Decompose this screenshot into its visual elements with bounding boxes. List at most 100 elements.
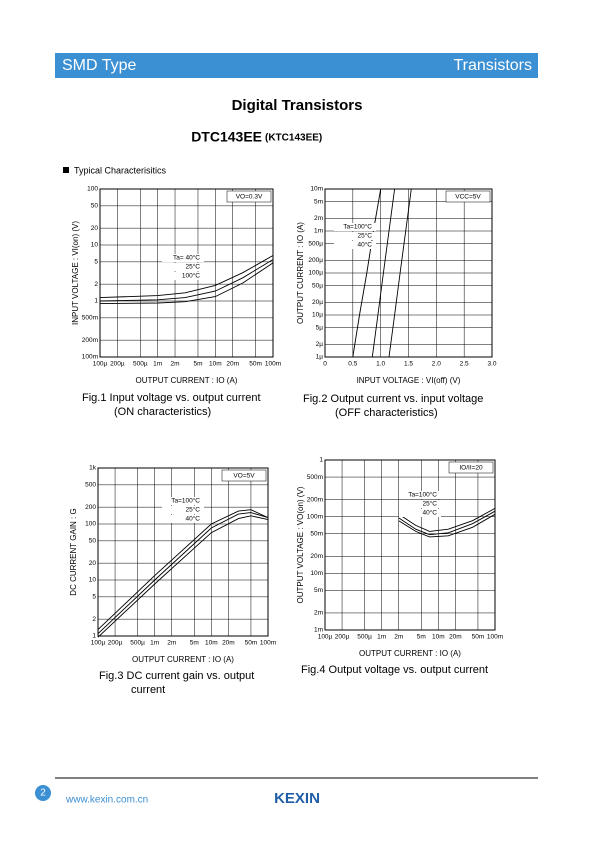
- x-tick-label: 2.5: [460, 361, 469, 368]
- legend-label: Ta=100°C: [343, 223, 372, 231]
- y-tick-label: 1m: [314, 627, 323, 634]
- legend-label: 100°C: [182, 272, 200, 280]
- y-tick-label: 100: [87, 186, 98, 193]
- curve: [388, 188, 412, 358]
- x-tick-label: 20m: [449, 634, 462, 641]
- caption: Fig.3 DC current gain vs. output: [99, 670, 254, 682]
- caption: Fig.1 Input voltage vs. output current: [82, 392, 261, 404]
- y-tick-label: 1µ: [316, 354, 324, 361]
- x-tick-label: 50m: [245, 640, 258, 647]
- y-tick-label: 5m: [314, 587, 323, 594]
- legend-bg: [334, 223, 376, 231]
- x-tick-label: 0.5: [348, 361, 357, 368]
- y-tick-label: 200: [85, 504, 96, 511]
- title: Digital Transistors: [232, 97, 363, 114]
- y-tick-label: 500m: [82, 315, 98, 322]
- y-tick-label: 1: [92, 633, 96, 640]
- x-tick-label: 5m: [417, 634, 426, 641]
- legend-label: 40°C: [357, 241, 372, 249]
- legend-label: 40°C: [185, 515, 200, 523]
- y-tick-label: 100m: [307, 513, 323, 520]
- header-bar: [55, 53, 538, 78]
- x-tick-label: 200µ: [108, 640, 123, 647]
- annotation: IO/II=20: [459, 465, 483, 472]
- x-tick-label: 1m: [153, 361, 162, 368]
- plot-frame: [324, 188, 493, 358]
- legend-bg: [334, 241, 376, 249]
- y-tick-label: 10m: [310, 570, 323, 577]
- x-tick-label: 200µ: [335, 634, 350, 641]
- legend-bg: [399, 509, 441, 517]
- x-tick-label: 200µ: [110, 361, 125, 368]
- y-tick-label: 2m: [314, 610, 323, 617]
- x-tick-label: 100m: [260, 640, 276, 647]
- x-axis-label: OUTPUT CURRENT : IO (A): [132, 655, 234, 664]
- plot-frame: [99, 188, 274, 358]
- section-title: Typical Characterisitics: [74, 165, 167, 175]
- x-tick-label: 0: [323, 361, 327, 368]
- y-axis-label: DC CURRENT GAIN : G: [69, 508, 78, 595]
- y-tick-label: 10m: [310, 186, 323, 193]
- x-tick-label: 10m: [205, 640, 218, 647]
- plot-frame: [324, 459, 496, 631]
- y-tick-label: 200µ: [308, 257, 323, 264]
- caption: (ON characteristics): [114, 406, 211, 418]
- y-tick-label: 500µ: [308, 240, 323, 247]
- caption: current: [131, 684, 165, 696]
- annotation: VO=0.3V: [236, 194, 263, 201]
- y-tick-label: 1m: [314, 228, 323, 235]
- x-tick-label: 5m: [190, 640, 199, 647]
- annotation-box: [445, 190, 491, 203]
- x-tick-label: 1m: [377, 634, 386, 641]
- y-tick-label: 10: [89, 577, 97, 584]
- x-tick-label: 500µ: [357, 634, 372, 641]
- x-tick-label: 20m: [222, 640, 235, 647]
- footer-logo: KEXIN: [274, 790, 320, 807]
- annotation: VO=5V: [233, 473, 255, 480]
- legend-bg: [162, 263, 204, 271]
- x-axis-label: OUTPUT CURRENT : IO (A): [359, 649, 461, 658]
- legend-label: 25°C: [422, 500, 437, 508]
- x-tick-label: 500µ: [130, 640, 145, 647]
- x-tick-label: 100µ: [91, 640, 106, 647]
- legend-label: 25°C: [185, 263, 200, 271]
- y-tick-label: 50: [89, 538, 97, 545]
- y-tick-label: 1k: [89, 465, 97, 472]
- y-axis-label: INPUT VOLTAGE : VI(on) (V): [71, 221, 80, 325]
- x-tick-label: 20m: [226, 361, 239, 368]
- caption: Fig.4 Output voltage vs. output current: [301, 664, 488, 676]
- y-tick-label: 2m: [314, 215, 323, 222]
- plot-frame: [97, 467, 269, 637]
- legend-label: Ta=100°C: [408, 491, 437, 499]
- y-tick-label: 10µ: [312, 312, 323, 319]
- y-tick-label: 20: [89, 560, 97, 567]
- x-tick-label: 100m: [487, 634, 503, 641]
- y-tick-label: 200m: [82, 337, 98, 344]
- x-tick-label: 500µ: [133, 361, 148, 368]
- y-axis-label: OUTPUT VOLTAGE : VO(on) (V): [296, 486, 305, 603]
- y-tick-label: 5: [92, 594, 96, 601]
- alt-part-number: (KTC143EE): [265, 133, 322, 144]
- x-axis-label: OUTPUT CURRENT : IO (A): [136, 376, 238, 385]
- curve: [97, 515, 269, 638]
- legend-bg: [162, 254, 204, 262]
- y-tick-label: 1: [319, 457, 323, 464]
- x-tick-label: 10m: [209, 361, 222, 368]
- header-right: Transistors: [453, 57, 532, 74]
- legend-bg: [399, 491, 441, 499]
- y-tick-label: 100µ: [308, 270, 323, 277]
- y-tick-label: 100m: [82, 354, 98, 361]
- y-tick-label: 20µ: [312, 299, 323, 306]
- legend-label: 40°C: [422, 509, 437, 517]
- y-tick-label: 20: [91, 225, 99, 232]
- y-tick-label: 2µ: [316, 341, 324, 348]
- x-tick-label: 5m: [193, 361, 202, 368]
- x-tick-label: 1.0: [376, 361, 385, 368]
- x-tick-label: 2.0: [432, 361, 441, 368]
- legend-bg: [162, 272, 204, 280]
- y-tick-label: 2: [92, 616, 96, 623]
- curve: [99, 255, 274, 299]
- caption: Fig.2 Output current vs. input voltage: [303, 393, 483, 405]
- x-tick-label: 1m: [150, 640, 159, 647]
- y-tick-label: 10: [91, 242, 99, 249]
